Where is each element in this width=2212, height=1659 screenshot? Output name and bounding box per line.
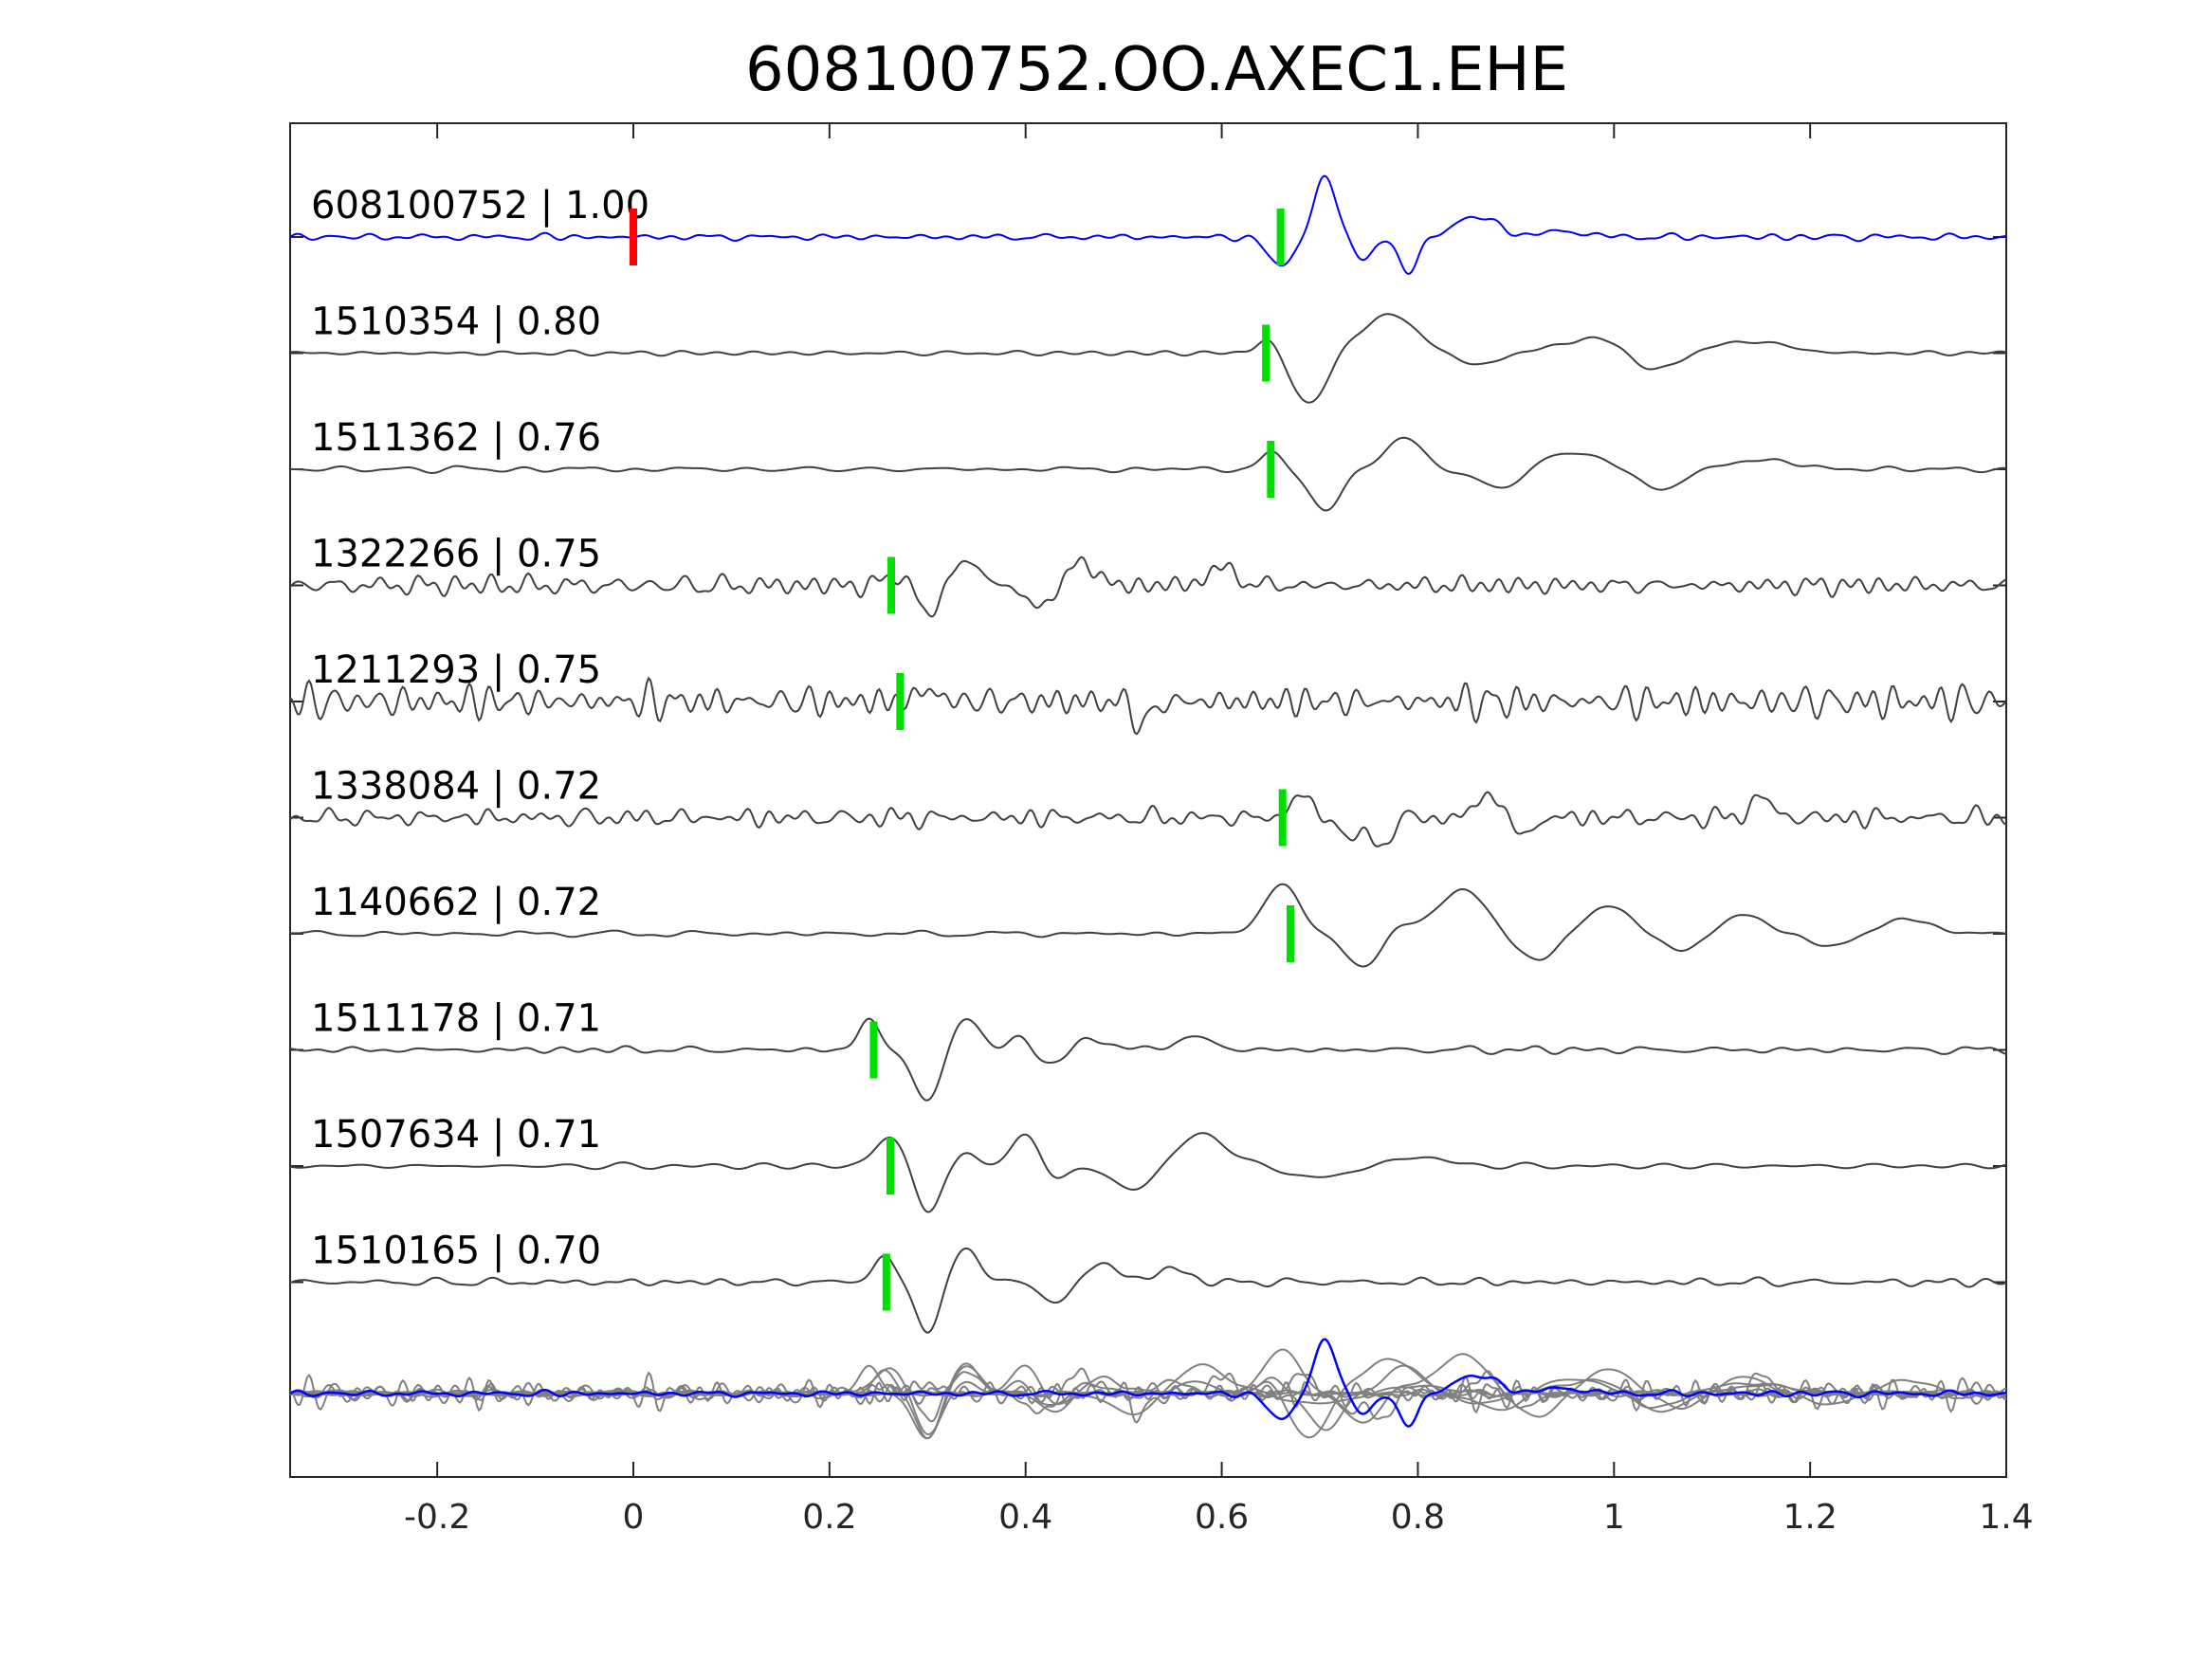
x-tick-label: -0.2 [404, 1498, 470, 1537]
trace-1510165: 1510165 | 0.70 [289, 1230, 2007, 1334]
trace-1322266: 1322266 | 0.75 [289, 533, 2007, 618]
x-tick-label: 0 [623, 1498, 645, 1537]
overlay-layer [289, 1338, 2007, 1440]
overlay-template-608100752 [289, 1338, 2007, 1428]
trace-waveform [290, 883, 2007, 968]
x-axis-ticks: -0.2 0 0.2 0.4 0.6 0.8 1 1.2 1.4 [404, 123, 2034, 1537]
trace-1510354: 1510354 | 0.80 [289, 301, 2007, 404]
trace-1507634: 1507634 | 0.71 [289, 1113, 2007, 1213]
plot-axes-box [289, 122, 2007, 1478]
trace-label: 608100752 | 1.00 [311, 184, 649, 228]
trace-1140662: 1140662 | 0.72 [290, 881, 2007, 968]
trace-1338084: 1338084 | 0.72 [289, 765, 2007, 848]
trace-waveform [289, 1247, 2007, 1334]
trace-label: 1511362 | 0.76 [311, 416, 601, 460]
trace-label: 1338084 | 0.72 [311, 765, 601, 809]
x-tick-label: 0.2 [802, 1498, 856, 1537]
trace-label: 1140662 | 0.72 [311, 881, 601, 924]
trace-waveform [289, 174, 2007, 275]
x-tick-label: 1.2 [1783, 1498, 1837, 1537]
trace-label: 1510165 | 0.70 [311, 1230, 601, 1273]
trace-label: 1211293 | 0.75 [311, 648, 601, 692]
trace-waveform [290, 436, 2007, 512]
trace-1211293: 1211293 | 0.75 [289, 648, 2007, 736]
trace-waveform [289, 313, 2007, 404]
trace-waveform [289, 791, 2007, 848]
trace-label: 1510354 | 0.80 [311, 301, 601, 344]
x-tick-label: 0.4 [998, 1498, 1052, 1537]
trace-1511178: 1511178 | 0.71 [289, 997, 2007, 1102]
trace-waveform [289, 676, 2007, 736]
x-tick-label: 1.4 [1979, 1498, 2033, 1537]
trace-label: 1322266 | 0.75 [311, 533, 601, 576]
trace-waveform [289, 556, 2007, 618]
traces-layer: 608100752 | 1.00 1510354 | 0.80 1511362 | … [289, 174, 2007, 1334]
trace-label: 1507634 | 0.71 [311, 1113, 601, 1157]
trace-label: 1511178 | 0.71 [311, 997, 601, 1041]
trace-waveform [289, 1017, 2007, 1102]
chart-title: 608100752.OO.AXEC1.EHE [745, 35, 1568, 105]
trace-1511362: 1511362 | 0.76 [290, 416, 2007, 512]
x-tick-label: 1 [1603, 1498, 1625, 1537]
trace-waveform [289, 1132, 2007, 1213]
x-tick-label: 0.8 [1391, 1498, 1445, 1537]
x-tick-label: 0.6 [1195, 1498, 1249, 1537]
trace-608100752: 608100752 | 1.00 [289, 174, 2007, 275]
